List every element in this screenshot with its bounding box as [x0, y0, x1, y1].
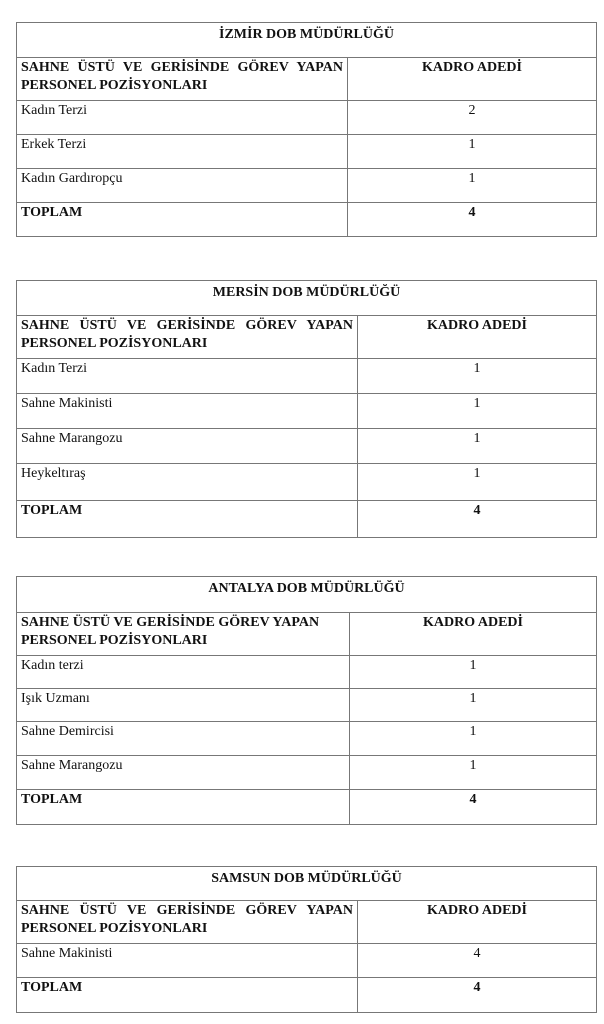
count-cell: 1	[357, 463, 597, 501]
total-label: TOPLAM	[16, 500, 358, 538]
column-header-position: SAHNE ÜSTÜ VE GERİSİNDE GÖREV YAPAN PERS…	[16, 900, 358, 944]
staff-table: SAMSUN DOB MÜDÜRLÜĞÜ SAHNE ÜSTÜ VE GERİSİ…	[16, 866, 597, 1013]
total-value: 4	[357, 977, 597, 1013]
table-title: ANTALYA DOB MÜDÜRLÜĞÜ	[16, 576, 597, 613]
table-row: Kadın Gardıropçu 1	[16, 168, 597, 203]
position-cell: Sahne Demircisi	[16, 721, 350, 756]
column-header-count: KADRO ADEDİ	[357, 315, 597, 359]
count-cell: 1	[357, 358, 597, 394]
column-header-count: KADRO ADEDİ	[357, 900, 597, 944]
table-row: Erkek Terzi 1	[16, 134, 597, 169]
table-title: İZMİR DOB MÜDÜRLÜĞÜ	[16, 22, 597, 58]
count-cell: 1	[347, 134, 597, 169]
total-label: TOPLAM	[16, 977, 358, 1013]
table-title: MERSİN DOB MÜDÜRLÜĞÜ	[16, 280, 597, 316]
count-cell: 2	[347, 100, 597, 135]
position-cell: Sahne Makinisti	[16, 393, 358, 429]
total-row: TOPLAM 4	[16, 500, 597, 538]
total-value: 4	[357, 500, 597, 538]
table-row: Sahne Marangozu 1	[16, 755, 597, 790]
count-cell: 1	[347, 168, 597, 203]
table-row: Kadın Terzi 1	[16, 358, 597, 394]
total-label: TOPLAM	[16, 789, 350, 825]
count-cell: 1	[349, 688, 597, 722]
total-label: TOPLAM	[16, 202, 348, 237]
total-value: 4	[349, 789, 597, 825]
table-title: SAMSUN DOB MÜDÜRLÜĞÜ	[16, 866, 597, 901]
column-header-position: SAHNE ÜSTÜ VE GERİSİNDE GÖREV YAPAN PERS…	[16, 612, 350, 656]
staff-table: MERSİN DOB MÜDÜRLÜĞÜ SAHNE ÜSTÜ VE GERİSİ…	[16, 280, 597, 538]
table-row: Kadın terzi 1	[16, 655, 597, 689]
table-row: Işık Uzmanı 1	[16, 688, 597, 722]
table-row: Sahne Marangozu 1	[16, 428, 597, 464]
position-cell: Kadın terzi	[16, 655, 350, 689]
total-value: 4	[347, 202, 597, 237]
staff-table: ANTALYA DOB MÜDÜRLÜĞÜ SAHNE ÜSTÜ VE GERİS…	[16, 576, 597, 825]
column-header-count: KADRO ADEDİ	[347, 57, 597, 101]
position-cell: Kadın Gardıropçu	[16, 168, 348, 203]
position-cell: Erkek Terzi	[16, 134, 348, 169]
count-cell: 1	[349, 721, 597, 756]
column-header-position: SAHNE ÜSTÜ VE GERİSİNDE GÖREV YAPAN PERS…	[16, 57, 348, 101]
count-cell: 4	[357, 943, 597, 978]
position-cell: Kadın Terzi	[16, 100, 348, 135]
staff-table: İZMİR DOB MÜDÜRLÜĞÜ SAHNE ÜSTÜ VE GERİSİN…	[16, 22, 597, 237]
count-cell: 1	[349, 655, 597, 689]
table-row: Sahne Makinisti 4	[16, 943, 597, 978]
count-cell: 1	[357, 428, 597, 464]
total-row: TOPLAM 4	[16, 202, 597, 237]
count-cell: 1	[349, 755, 597, 790]
position-cell: Kadın Terzi	[16, 358, 358, 394]
position-cell: Sahne Makinisti	[16, 943, 358, 978]
column-header-position: SAHNE ÜSTÜ VE GERİSİNDE GÖREV YAPAN PERS…	[16, 315, 358, 359]
position-cell: Sahne Marangozu	[16, 755, 350, 790]
position-cell: Işık Uzmanı	[16, 688, 350, 722]
total-row: TOPLAM 4	[16, 977, 597, 1013]
column-header-count: KADRO ADEDİ	[349, 612, 597, 656]
position-cell: Sahne Marangozu	[16, 428, 358, 464]
table-row: Kadın Terzi 2	[16, 100, 597, 135]
table-row: Heykeltıraş 1	[16, 463, 597, 501]
count-cell: 1	[357, 393, 597, 429]
total-row: TOPLAM 4	[16, 789, 597, 825]
position-cell: Heykeltıraş	[16, 463, 358, 501]
table-row: Sahne Demircisi 1	[16, 721, 597, 756]
table-row: Sahne Makinisti 1	[16, 393, 597, 429]
